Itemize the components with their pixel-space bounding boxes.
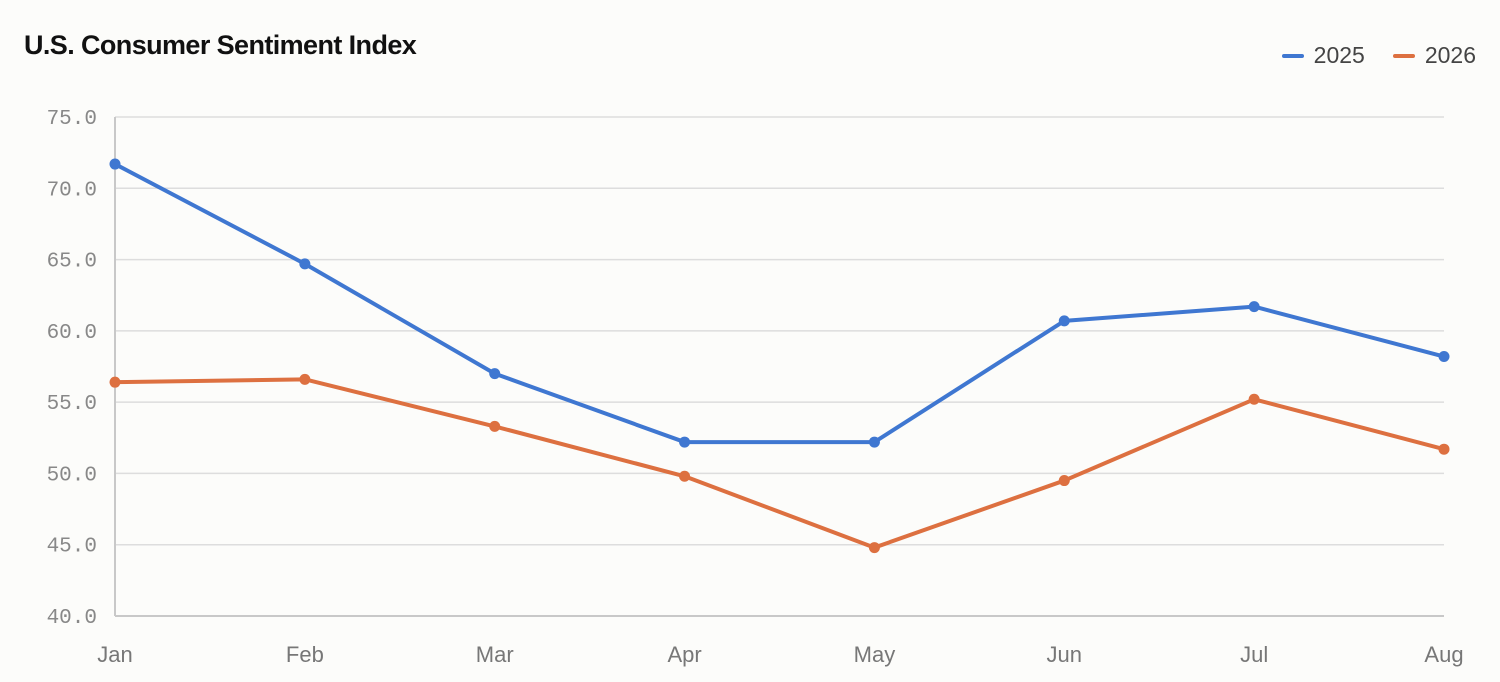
data-point-2025-aug[interactable] <box>1438 351 1450 363</box>
x-tick-label: Feb <box>286 642 324 667</box>
y-tick-label: 65.0 <box>47 251 97 274</box>
series-line-2025 <box>113 162 1446 445</box>
y-tick-label: 60.0 <box>47 322 97 345</box>
x-tick-label: Jul <box>1240 642 1268 667</box>
data-point-2026-may[interactable] <box>868 542 880 554</box>
x-tick-label: Apr <box>667 642 701 667</box>
y-tick-label: 50.0 <box>47 464 97 487</box>
data-point-2025-jan[interactable] <box>109 158 121 170</box>
x-axis-ticks: Jan Feb Mar Apr May Jun Jul Aug <box>97 642 1463 667</box>
data-point-2025-jul[interactable] <box>1248 301 1260 313</box>
data-point-2025-jun[interactable] <box>1058 315 1070 327</box>
x-tick-label: Jun <box>1047 642 1082 667</box>
data-point-2025-mar[interactable] <box>489 368 501 380</box>
data-point-2026-feb[interactable] <box>299 373 311 385</box>
data-point-2025-feb[interactable] <box>299 258 311 270</box>
data-point-2025-may[interactable] <box>868 436 880 448</box>
data-point-2026-jan[interactable] <box>109 376 121 388</box>
y-tick-label: 75.0 <box>47 108 97 131</box>
x-tick-label: Mar <box>476 642 514 667</box>
series-lines <box>113 162 1446 550</box>
legend-item-2025[interactable]: 2025 <box>1281 42 1365 69</box>
series-points <box>109 158 1450 554</box>
legend-item-2026[interactable]: 2026 <box>1392 42 1476 69</box>
series-line-2026 <box>113 377 1446 550</box>
legend-swatch-2025 <box>1281 53 1304 58</box>
axes <box>114 117 1444 617</box>
legend-label-2026: 2026 <box>1424 42 1476 68</box>
data-point-2026-apr[interactable] <box>679 470 691 482</box>
y-tick-label: 55.0 <box>47 393 97 416</box>
y-axis-ticks: 40.0 45.0 50.0 55.0 60.0 65.0 70.0 75.0 <box>47 108 97 630</box>
legend-swatch-2026 <box>1392 53 1415 58</box>
data-point-2026-mar[interactable] <box>489 420 501 432</box>
data-point-2026-jun[interactable] <box>1058 475 1070 487</box>
x-tick-label: May <box>854 642 896 667</box>
y-tick-label: 45.0 <box>47 536 97 559</box>
y-tick-label: 40.0 <box>47 607 97 630</box>
data-point-2026-jul[interactable] <box>1248 393 1260 405</box>
x-tick-label: Aug <box>1424 642 1463 667</box>
data-point-2026-aug[interactable] <box>1438 443 1450 455</box>
y-tick-label: 70.0 <box>47 179 97 202</box>
gridlines <box>115 116 1444 546</box>
x-tick-label: Jan <box>97 642 132 667</box>
legend: 2025 2026 <box>1281 42 1476 69</box>
data-point-2025-apr[interactable] <box>679 436 691 448</box>
legend-label-2025: 2025 <box>1313 42 1365 68</box>
chart-title: U.S. Consumer Sentiment Index <box>24 30 417 60</box>
